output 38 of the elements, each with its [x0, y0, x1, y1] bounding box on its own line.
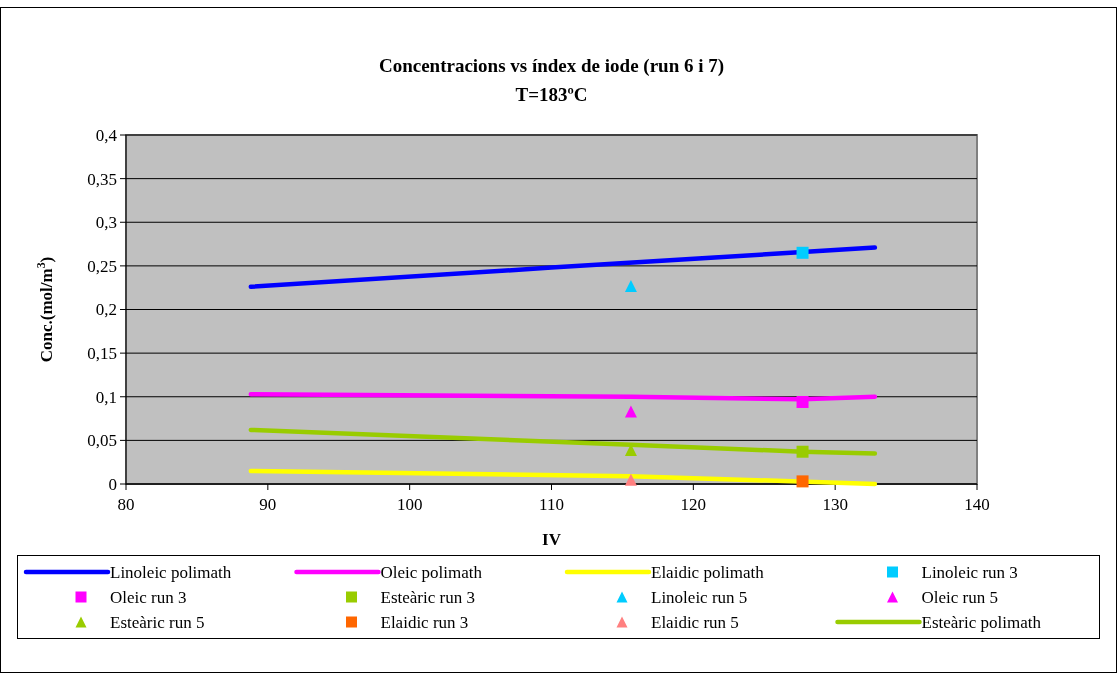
y-tick-label: 0,15 — [87, 344, 117, 364]
point — [624, 405, 637, 418]
x-tick-label: 80 — [117, 495, 135, 514]
y-tick-label: 0,25 — [87, 256, 117, 276]
point — [796, 475, 809, 488]
chart-subtitle: T=183ºC — [515, 84, 588, 105]
legend-label: Linoleic polimath — [110, 562, 232, 582]
x-tick-label: 140 — [964, 495, 990, 514]
legend-label: Esteàric run 3 — [380, 587, 475, 607]
legend-label: Oleic run 5 — [921, 587, 998, 607]
y-tick-label: 0,1 — [95, 387, 117, 407]
point — [796, 246, 809, 259]
legend-label: Esteàric run 5 — [110, 612, 205, 632]
legend-label: Linoleic run 3 — [921, 562, 1018, 582]
y-tick-label: 0,4 — [95, 125, 118, 145]
legend-label: Linoleic run 5 — [651, 587, 748, 607]
legend-label: Elaidic run 5 — [651, 612, 739, 632]
x-tick-label: 120 — [680, 495, 707, 514]
legend-label: Elaidic polimath — [651, 562, 765, 582]
y-tick-label: 0,05 — [87, 431, 117, 451]
x-axis-title: IV — [542, 530, 562, 549]
y-tick-label: 0,35 — [87, 169, 117, 189]
y-tick-label: 0 — [108, 474, 117, 494]
chart-title: Concentracions vs índex de iode (run 6 i 7) — [378, 55, 725, 77]
x-tick-label: 100 — [396, 495, 423, 514]
legend-label: Oleic polimath — [380, 562, 483, 582]
x-tick-label: 110 — [539, 495, 564, 514]
point — [796, 395, 809, 408]
point — [624, 279, 637, 292]
legend-label: Elaidic run 3 — [380, 612, 469, 632]
x-tick-label: 90 — [259, 495, 277, 514]
y-tick-label: 0,3 — [95, 213, 117, 233]
legend-label: Oleic run 3 — [110, 587, 187, 607]
point — [624, 473, 637, 486]
y-tick-label: 0,2 — [95, 300, 117, 320]
x-tick-label: 130 — [822, 495, 848, 514]
line-series — [248, 427, 878, 456]
legend-label: Esteàric polimath — [921, 612, 1042, 632]
